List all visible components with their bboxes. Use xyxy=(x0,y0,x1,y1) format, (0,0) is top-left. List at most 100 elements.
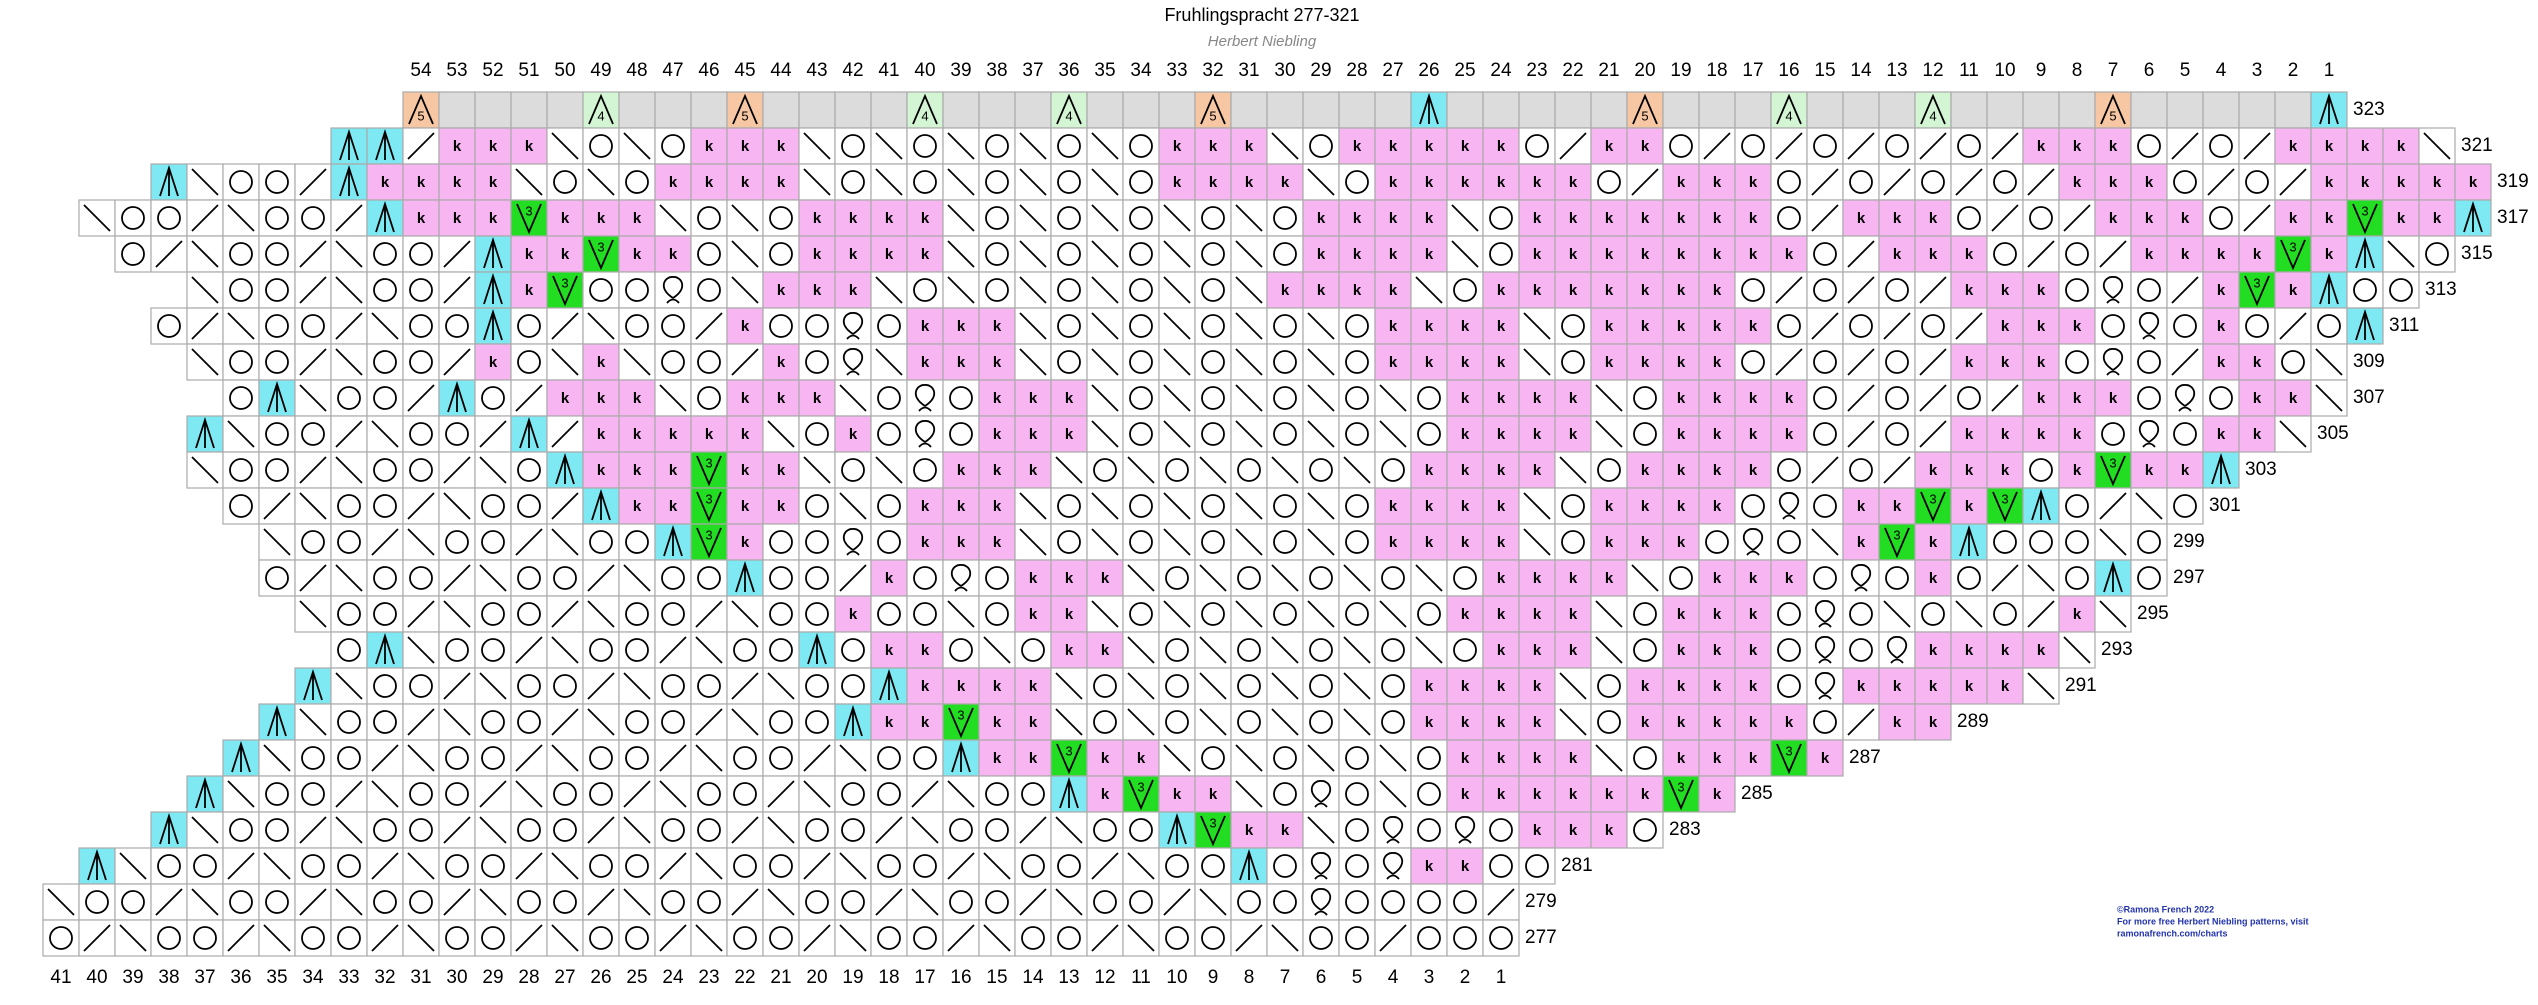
column-number: 54 xyxy=(410,60,432,81)
yarn-over xyxy=(553,890,577,914)
yarn-over xyxy=(589,530,613,554)
cell xyxy=(1374,667,1412,705)
cell xyxy=(582,379,620,417)
cell xyxy=(870,631,908,669)
knit-symbol: k xyxy=(993,750,1002,767)
yarn-over xyxy=(445,314,469,338)
chart-row: k k 281 xyxy=(78,847,1593,885)
decrease-symbol xyxy=(516,203,542,235)
cell xyxy=(1338,595,1376,633)
cell xyxy=(726,451,764,489)
k2tog xyxy=(1775,276,1803,304)
cell xyxy=(942,523,980,561)
increase-symbol xyxy=(2100,93,2126,125)
column-number: 27 xyxy=(554,967,575,988)
knit-symbol: k xyxy=(1785,246,1794,263)
yarn-over xyxy=(373,890,397,914)
yarn-over xyxy=(2029,530,2053,554)
knit-symbol: k xyxy=(633,390,642,407)
yarn-over xyxy=(697,386,721,410)
knit-symbol: k xyxy=(1893,246,1902,263)
cell xyxy=(1950,559,1988,597)
yarn-over xyxy=(805,710,829,734)
yarn-over xyxy=(1201,602,1225,626)
cell xyxy=(762,631,800,669)
cell xyxy=(1122,343,1160,381)
k2tog xyxy=(1847,276,1875,304)
yarn-over xyxy=(1273,386,1297,410)
knit-symbol: k xyxy=(2109,210,2118,227)
ssk xyxy=(587,600,615,628)
cell xyxy=(1662,271,1700,309)
column-number: 10 xyxy=(1994,60,2015,81)
column-number: 34 xyxy=(1130,60,1152,81)
knit-symbol: k xyxy=(1605,498,1614,515)
ssk xyxy=(875,132,903,160)
yarn-over xyxy=(1633,602,1657,626)
knit-symbol: k xyxy=(1389,534,1398,551)
double-decrease xyxy=(591,489,611,521)
cell xyxy=(402,559,440,597)
k2tog xyxy=(407,492,435,520)
yarn-over xyxy=(1921,602,1945,626)
cell xyxy=(222,343,260,381)
yarn-over xyxy=(301,314,325,338)
column-number: 39 xyxy=(122,967,143,988)
cell xyxy=(1410,883,1448,921)
ssk xyxy=(1163,276,1191,304)
chart-row: k k 3 k k k k k k k k k k k k k k k 3 k 3 301 xyxy=(222,487,2241,525)
k2tog xyxy=(299,276,327,304)
decrease-count: 3 xyxy=(1677,779,1684,794)
yarn-over xyxy=(409,350,433,374)
cell xyxy=(942,379,980,417)
k2tog xyxy=(335,420,363,448)
column-number: 33 xyxy=(1166,60,1187,81)
cell xyxy=(1266,487,1304,525)
knit-symbol: k xyxy=(1461,714,1470,731)
cell xyxy=(1698,91,1736,129)
cell xyxy=(294,919,332,957)
knit-symbol: k xyxy=(1533,282,1542,299)
cell xyxy=(1950,379,1988,417)
chart-row: k k k k k k k k k k k k k k k k k k k k k k 307 xyxy=(222,379,2385,417)
knit-symbol: k xyxy=(2145,462,2154,479)
k2tog xyxy=(659,852,687,880)
cell xyxy=(690,199,728,237)
knit-symbol: k xyxy=(1677,462,1686,479)
yarn-over xyxy=(517,566,541,590)
cell xyxy=(1014,595,1052,633)
k2tog xyxy=(515,636,543,664)
decrease-symbol xyxy=(2100,455,2126,487)
knit-symbol: k xyxy=(1389,138,1398,155)
cell xyxy=(1842,595,1880,633)
yarn-over xyxy=(985,602,1009,626)
cell xyxy=(870,775,908,813)
knit-symbol: k xyxy=(1353,282,1362,299)
increase-count: 4 xyxy=(1929,108,1936,123)
cell xyxy=(618,595,656,633)
double-decrease xyxy=(555,453,575,485)
cell xyxy=(1590,127,1628,165)
yarn-over xyxy=(1633,638,1657,662)
cell xyxy=(1302,127,1340,165)
knit-symbol: k xyxy=(885,714,894,731)
cell xyxy=(510,235,548,273)
yarn-over xyxy=(1669,566,1693,590)
double-decrease xyxy=(231,741,251,773)
cell xyxy=(1482,487,1520,525)
cell xyxy=(654,559,692,597)
cell xyxy=(906,487,944,525)
column-number: 20 xyxy=(1634,60,1655,81)
column-number: 25 xyxy=(1454,60,1475,81)
k2tog xyxy=(443,672,471,700)
yarn-over xyxy=(1057,350,1081,374)
knit-symbol: k xyxy=(2397,174,2406,191)
yarn-over xyxy=(769,602,793,626)
k2tog xyxy=(1847,708,1875,736)
yarn-over xyxy=(697,350,721,374)
k2tog xyxy=(1019,816,1047,844)
ssk xyxy=(1091,492,1119,520)
knit-symbol: k xyxy=(1749,714,1758,731)
chart-row: 279 xyxy=(42,883,1557,921)
cell xyxy=(1554,523,1592,561)
